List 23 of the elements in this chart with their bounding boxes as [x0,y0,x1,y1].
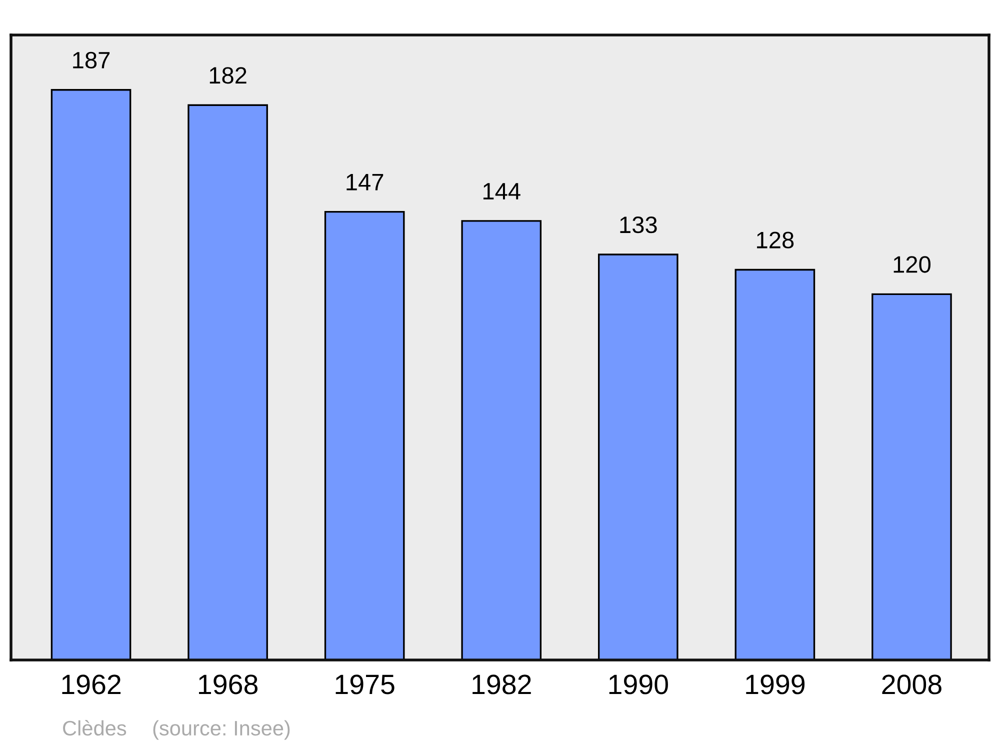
bar [461,220,542,660]
text: Clèdes [63,720,126,736]
bar [598,254,678,660]
x-tick-label: 1968 [199,674,258,694]
x-tick-label: 1982 [472,674,531,694]
data-label: 182 [210,67,246,84]
data-label: 187 [73,52,110,69]
x-tick-label: 1990 [609,674,668,694]
data-label: 133 [620,216,657,234]
x-tick-label: 1962 [62,674,121,694]
bar [872,293,952,660]
bar [734,268,816,660]
x-tick-label: 1999 [746,674,805,694]
data-label: 147 [346,174,384,190]
bar [324,210,405,660]
data-label: 144 [483,183,520,200]
bar [188,104,268,660]
text: (source: Insee) [153,720,290,740]
data-label: 120 [894,256,930,273]
x-tick-label: 1975 [336,674,394,694]
bar [50,89,132,660]
data-label: 128 [757,232,794,248]
x-tick-label: 2008 [882,674,942,694]
